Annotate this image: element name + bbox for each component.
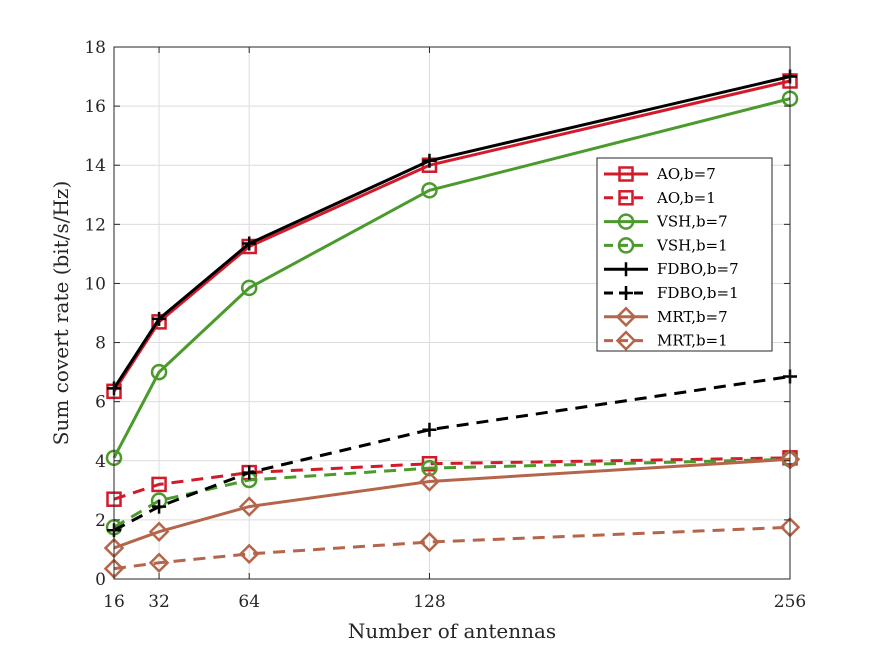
legend-label: AO,b=7 — [656, 165, 716, 183]
series-line — [113, 375, 791, 532]
data-point — [238, 496, 260, 517]
y-tick-label: 12 — [84, 215, 106, 235]
data-point — [419, 471, 440, 492]
legend-marker — [617, 237, 635, 254]
y-tick-label: 10 — [84, 274, 106, 294]
series-fdbo-b-1 — [107, 369, 797, 538]
data-point — [419, 531, 440, 553]
legend-item: VSH,b=1 — [604, 236, 728, 254]
legend-marker — [615, 330, 637, 351]
legend-item: FDBO,b=7 — [604, 260, 739, 278]
x-tick-label: 32 — [148, 592, 170, 612]
legend-label: VSH,b=1 — [656, 236, 728, 254]
x-tick-label: 64 — [238, 592, 260, 612]
series-ao-b-1 — [106, 450, 798, 507]
legend-marker — [619, 262, 633, 277]
series-line — [113, 457, 791, 550]
legend-label: MRT,b=1 — [657, 332, 728, 350]
data-point — [240, 279, 258, 297]
x-tick-label: 128 — [413, 592, 445, 612]
x-axis-title: Number of antennas — [348, 619, 556, 643]
series-line — [112, 97, 791, 459]
data-point — [422, 153, 437, 168]
legend-item: FDBO,b=1 — [604, 284, 739, 302]
data-point — [421, 459, 438, 477]
data-point — [148, 552, 170, 574]
legend-marker — [618, 190, 634, 206]
y-tick-label: 4 — [95, 452, 106, 472]
plot-area-border — [113, 46, 791, 580]
series-line — [113, 525, 791, 571]
ticks: 16 32 64 128 256 0 2 4 6 8 10 12 14 16 18 — [84, 38, 806, 612]
legend-label: MRT,b=7 — [657, 308, 728, 326]
legend-label: AO,b=1 — [656, 189, 716, 207]
y-tick-label: 18 — [84, 38, 106, 58]
legend-marker — [617, 213, 635, 230]
legend-item: AO,b=1 — [604, 189, 716, 207]
legend-marker — [619, 286, 633, 300]
data-point — [242, 236, 257, 251]
legend-item: MRT,b=7 — [604, 306, 728, 328]
legend-item: MRT,b=1 — [604, 330, 728, 351]
x-tick-label: 16 — [103, 592, 125, 612]
series-line — [113, 456, 791, 501]
legend: AO,b=7 AO,b=1 VSH,b=7 VSH,b=1 FDBO,b=7 FDBO,b… — [596, 157, 773, 352]
x-tick-label: 256 — [774, 592, 806, 612]
legend-label: VSH,b=7 — [656, 213, 728, 231]
series-mrt-b-7 — [103, 449, 801, 559]
y-tick-label: 6 — [95, 393, 106, 413]
y-tick-label: 8 — [95, 334, 106, 354]
legend-label: FDBO,b=7 — [657, 260, 739, 278]
data-point — [422, 422, 437, 437]
y-tick-label: 2 — [95, 511, 106, 531]
legend-marker — [618, 166, 634, 182]
data-point — [152, 499, 167, 514]
data-point — [242, 465, 257, 480]
y-tick-label: 0 — [95, 570, 106, 590]
y-tick-label: 16 — [84, 97, 106, 117]
data-point — [151, 476, 167, 493]
series-line — [113, 457, 791, 529]
data-point — [150, 363, 168, 381]
y-tick-label: 14 — [84, 156, 106, 176]
data-point — [238, 543, 260, 565]
series-mrt-b-1 — [103, 517, 801, 579]
legend-item: VSH,b=7 — [604, 213, 728, 231]
data-point — [148, 521, 170, 542]
data-point — [421, 182, 438, 199]
legend-label: FDBO,b=1 — [657, 284, 739, 302]
series-layer — [103, 69, 801, 579]
data-point — [152, 311, 167, 326]
y-axis-title: Sum covert rate (bit/s/Hz) — [49, 181, 73, 446]
legend-marker — [615, 306, 637, 328]
legend-item: AO,b=7 — [604, 165, 716, 183]
